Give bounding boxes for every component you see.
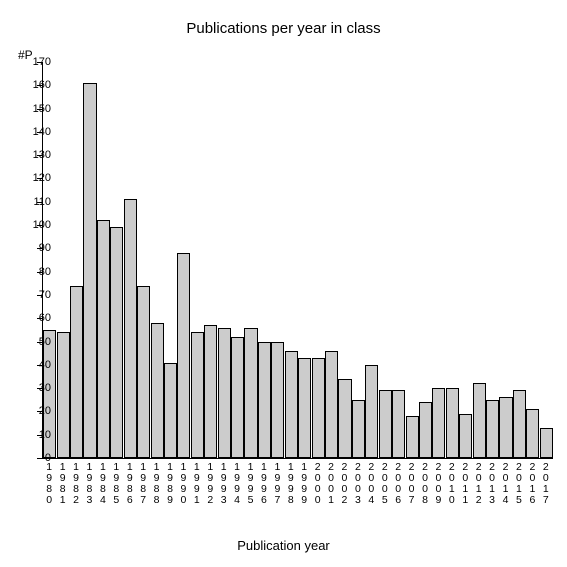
y-tick-label: 100 xyxy=(21,219,51,231)
bar xyxy=(473,383,486,458)
bar xyxy=(432,388,445,458)
x-tick-label: 1 9 9 9 xyxy=(301,462,308,506)
x-tick-label: 2 0 1 3 xyxy=(489,462,496,506)
bar xyxy=(365,365,378,458)
x-tick-label: 1 9 8 8 xyxy=(153,462,160,506)
bar xyxy=(406,416,419,458)
x-tick-label: 1 9 8 7 xyxy=(140,462,147,506)
chart-title: Publications per year in class xyxy=(0,20,567,37)
x-tick-label: 2 0 0 1 xyxy=(328,462,335,506)
x-tick-label: 2 0 1 0 xyxy=(448,462,455,506)
x-tick-label: 1 9 8 5 xyxy=(113,462,120,506)
y-tick-label: 170 xyxy=(21,56,51,68)
bar xyxy=(231,337,244,458)
plot-area xyxy=(42,62,553,459)
bar xyxy=(110,227,123,458)
y-tick-label: 50 xyxy=(21,336,51,348)
x-tick-label: 2 0 0 6 xyxy=(395,462,402,506)
x-axis-label: Publication year xyxy=(0,538,567,553)
x-tick-label: 1 9 8 0 xyxy=(46,462,53,506)
x-tick-label: 1 9 9 3 xyxy=(220,462,227,506)
y-tick-label: 80 xyxy=(21,266,51,278)
y-tick-label: 120 xyxy=(21,172,51,184)
x-tick-label: 2 0 1 6 xyxy=(529,462,536,506)
bar xyxy=(124,199,137,458)
bar xyxy=(83,83,96,458)
bar xyxy=(499,397,512,458)
x-tick-label: 1 9 8 3 xyxy=(86,462,93,506)
y-tick-label: 20 xyxy=(21,405,51,417)
x-tick-label: 2 0 0 8 xyxy=(422,462,429,506)
bar xyxy=(164,363,177,459)
x-tick-label: 1 9 8 9 xyxy=(167,462,174,506)
bar xyxy=(285,351,298,458)
x-tick-label: 2 0 1 2 xyxy=(475,462,482,506)
x-tick-label: 1 9 8 1 xyxy=(59,462,66,506)
y-tick-label: 150 xyxy=(21,103,51,115)
bar xyxy=(97,220,110,458)
bar xyxy=(392,390,405,458)
bar xyxy=(151,323,164,458)
x-tick-label: 2 0 0 4 xyxy=(368,462,375,506)
bar xyxy=(446,388,459,458)
x-tick-label: 1 9 9 6 xyxy=(260,462,267,506)
x-tick-label: 2 0 1 7 xyxy=(542,462,549,506)
bar xyxy=(352,400,365,458)
x-tick-label: 2 0 1 1 xyxy=(462,462,469,506)
x-tick-label: 2 0 1 4 xyxy=(502,462,509,506)
x-tick-label: 2 0 0 0 xyxy=(314,462,321,506)
bar xyxy=(513,390,526,458)
x-tick-label: 1 9 9 5 xyxy=(247,462,254,506)
x-tick-label: 1 9 8 4 xyxy=(99,462,106,506)
x-tick-label: 2 0 0 9 xyxy=(435,462,442,506)
x-tick-label: 2 0 0 5 xyxy=(381,462,388,506)
y-tick-label: 40 xyxy=(21,359,51,371)
bar xyxy=(258,342,271,458)
x-tick-label: 1 9 8 6 xyxy=(126,462,133,506)
bar xyxy=(271,342,284,458)
y-tick-label: 90 xyxy=(21,242,51,254)
bar xyxy=(70,286,83,458)
y-tick-label: 160 xyxy=(21,79,51,91)
bar xyxy=(540,428,553,458)
bars-container xyxy=(43,62,553,458)
x-tick-label: 1 9 8 2 xyxy=(73,462,80,506)
bar xyxy=(312,358,325,458)
bar xyxy=(218,328,231,458)
bar xyxy=(204,325,217,458)
x-tick-label: 1 9 9 1 xyxy=(193,462,200,506)
bar xyxy=(177,253,190,458)
x-tick-label: 2 0 0 3 xyxy=(354,462,361,506)
bar xyxy=(419,402,432,458)
bar xyxy=(137,286,150,458)
bar xyxy=(526,409,539,458)
bar xyxy=(338,379,351,458)
bar xyxy=(191,332,204,458)
y-tick-label: 30 xyxy=(21,382,51,394)
x-tick-label: 2 0 0 2 xyxy=(341,462,348,506)
y-tick-label: 10 xyxy=(21,429,51,441)
x-tick-label: 1 9 9 8 xyxy=(287,462,294,506)
bar xyxy=(57,332,70,458)
y-tick-label: 60 xyxy=(21,312,51,324)
x-tick-label: 2 0 0 7 xyxy=(408,462,415,506)
publications-chart: Publications per year in class #P Public… xyxy=(0,0,567,567)
x-tick-label: 1 9 9 7 xyxy=(274,462,281,506)
bar xyxy=(379,390,392,458)
y-tick-label: 110 xyxy=(21,196,51,208)
x-tick-label: 1 9 9 0 xyxy=(180,462,187,506)
x-tick-label: 2 0 1 5 xyxy=(515,462,522,506)
y-tick-label: 70 xyxy=(21,289,51,301)
bar xyxy=(459,414,472,458)
x-tick-label: 1 9 9 2 xyxy=(207,462,214,506)
bar xyxy=(325,351,338,458)
bar xyxy=(298,358,311,458)
x-tick-label: 1 9 9 4 xyxy=(234,462,241,506)
y-tick-label: 130 xyxy=(21,149,51,161)
y-tick-label: 140 xyxy=(21,126,51,138)
bar xyxy=(244,328,257,458)
bar xyxy=(486,400,499,458)
